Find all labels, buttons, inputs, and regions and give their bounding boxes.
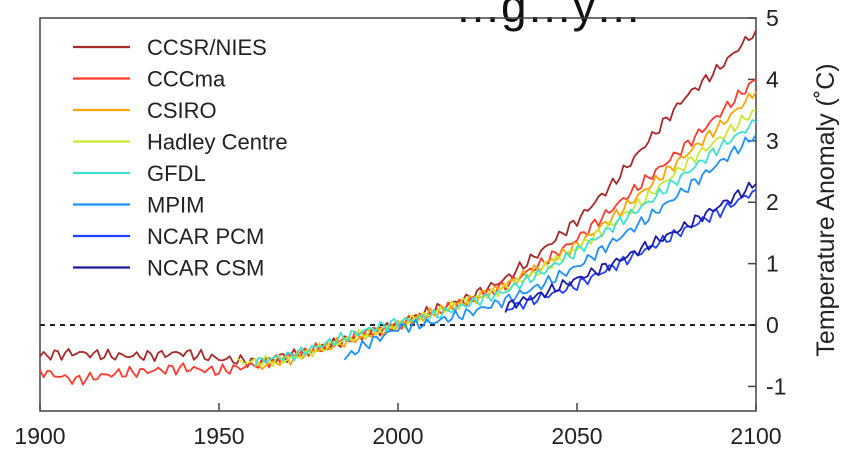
- legend-label: GFDL: [147, 161, 206, 186]
- legend: CCSR/NIES CCCma CSIRO Hadley Centre GFDL MPIM…: [73, 35, 288, 281]
- legend-label: Hadley Centre: [147, 130, 288, 155]
- legend-label: CSIRO: [147, 98, 217, 123]
- x-tick-label: 1950: [193, 423, 244, 449]
- legend-label: CCSR/NIES: [147, 35, 267, 60]
- series-line-gfdl: [253, 119, 757, 368]
- y-tick-label: 4: [766, 66, 779, 92]
- legend-label: CCCma: [147, 67, 226, 92]
- legend-label: NCAR CSM: [147, 256, 264, 281]
- series-line-ncar-csm: [504, 181, 757, 313]
- y-tick-label: 1: [766, 251, 779, 277]
- y-axis-title: Temperature Anomaly (˚C): [812, 63, 840, 356]
- y-tick-label: -1: [766, 373, 786, 399]
- series-line-mpim: [343, 134, 757, 361]
- series-line-hadley-centre: [236, 109, 757, 368]
- y-tick-label: 5: [766, 5, 779, 31]
- chart-title: …g…y…: [455, 0, 642, 32]
- x-tick-label: 2100: [730, 423, 781, 449]
- y-tick-label: 3: [766, 128, 779, 154]
- y-axis: -1 0 1 2 3 4 5: [748, 5, 786, 399]
- x-tick-label: 2050: [551, 423, 602, 449]
- x-axis: 1900 1950 2000 2050 2100: [14, 403, 782, 449]
- x-tick-label: 2000: [372, 423, 423, 449]
- y-tick-label: 0: [766, 312, 779, 338]
- legend-label: NCAR PCM: [147, 224, 264, 249]
- series-layer: [39, 29, 757, 386]
- y-tick-label: 2: [766, 189, 779, 215]
- legend-label: MPIM: [147, 193, 204, 218]
- x-tick-label: 1900: [14, 423, 65, 449]
